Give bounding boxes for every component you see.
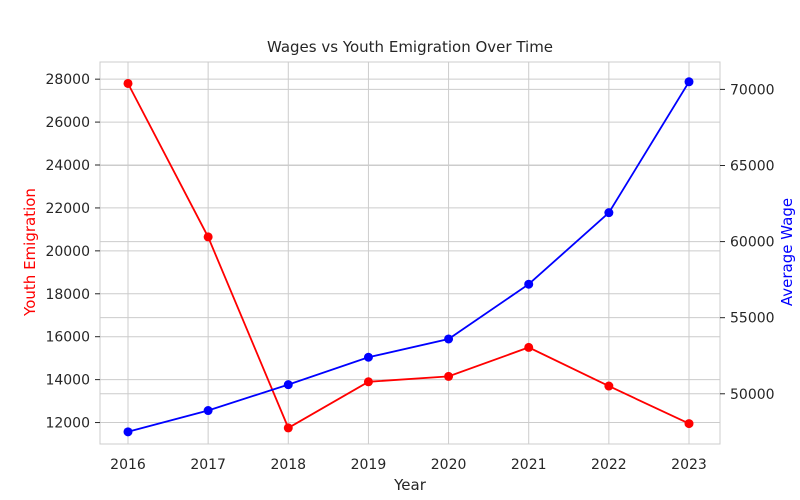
grid [100, 62, 720, 444]
x-tick-label: 2023 [671, 457, 707, 473]
y-right-tick-label: 70000 [730, 82, 775, 98]
x-tick-label: 2017 [190, 457, 226, 473]
chart-title: Wages vs Youth Emigration Over Time [267, 38, 553, 56]
x-tick-label: 2022 [591, 457, 627, 473]
data-point-left [123, 78, 133, 88]
plot-frame [99, 61, 721, 445]
data-point-right [203, 406, 213, 416]
data-point-left [203, 232, 213, 242]
y-right-tick-label: 50000 [730, 387, 775, 403]
y-left-tick-label: 22000 [45, 201, 90, 217]
x-tick-label: 2020 [431, 457, 467, 473]
x-tick-label: 2018 [270, 457, 306, 473]
y-right-tick-label: 55000 [730, 311, 775, 327]
y-left-tick-label: 16000 [45, 330, 90, 346]
y-left-tick-label: 24000 [45, 158, 90, 174]
y-axis-left-label: Youth Emigration [21, 188, 39, 317]
data-point-right [524, 279, 534, 289]
data-point-left [444, 371, 454, 381]
y-left-tick-label: 26000 [45, 115, 90, 131]
data-point-right [444, 334, 454, 344]
data-point-left [283, 423, 293, 433]
data-point-left [604, 381, 614, 391]
data-point-right [363, 352, 373, 362]
y-left-tick-label: 14000 [45, 373, 90, 389]
y-left-tick-label: 20000 [45, 244, 90, 260]
data-point-left [524, 342, 534, 352]
series-line-left [127, 83, 690, 430]
data-point-left [363, 377, 373, 387]
x-tick-label: 2021 [511, 457, 547, 473]
y-right-tick-label: 65000 [730, 158, 775, 174]
y-axis-right-label: Average Wage [778, 198, 796, 306]
x-tick-label: 2016 [110, 457, 146, 473]
data-point-right [604, 208, 614, 218]
series-group [123, 77, 694, 437]
x-axis-label: Year [393, 476, 427, 494]
series-line-right [127, 81, 690, 433]
y-left-tick-label: 12000 [45, 416, 90, 432]
y-left-tick-label: 18000 [45, 287, 90, 303]
data-point-left [684, 419, 694, 429]
ticks-group: 2016 2017 2018 2019 2020 2021 2022 2023 12000 140… [45, 72, 774, 473]
y-right-tick-label: 60000 [730, 235, 775, 251]
x-tick-label: 2019 [351, 457, 387, 473]
data-point-right [283, 380, 293, 390]
data-point-right [684, 77, 694, 87]
data-point-right [123, 427, 133, 437]
y-left-tick-label: 28000 [45, 72, 90, 88]
